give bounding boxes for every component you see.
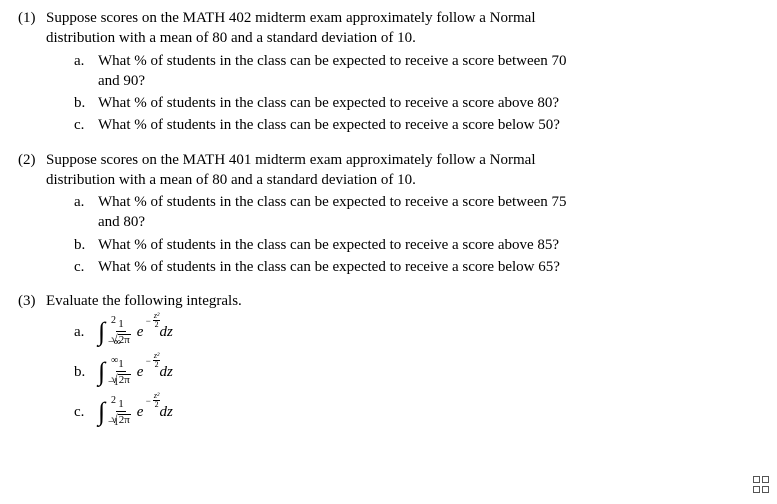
exp-frac-den: 2 [154,361,160,369]
problem-1-intro: (1) Suppose scores on the MATH 402 midte… [18,8,759,49]
math-letter: a. [74,322,98,342]
expand-icon[interactable] [753,476,771,494]
problem-3-intro: (3) Evaluate the following integrals. [18,291,759,311]
exp-frac: z² 2 [153,312,161,329]
sub-item-c: c. What % of students in the class can b… [74,115,759,135]
sub-letter: c. [74,115,98,135]
sub-item-b: b. What % of students in the class can b… [74,235,759,255]
problem-number: (1) [18,8,46,49]
exponential: e − z² 2 [137,322,144,342]
sub-line-2: and 90? [98,71,759,91]
int-upper: 2 [111,396,116,406]
intro-text: Evaluate the following integrals. [46,291,759,311]
sub-line-2: and 80? [98,212,759,232]
intro-line-2: distribution with a mean of 80 and a sta… [46,170,759,190]
integral-icon: ∫ ∞ −1 [98,359,105,385]
exponent: − z² 2 [146,312,163,329]
math-list: a. ∫ 2 −∞ 1 √ 2π e [74,317,759,427]
frac-num: 1 [116,399,126,412]
neg-sign: − [146,395,151,407]
sub-text: What % of students in the class can be e… [98,257,759,277]
sub-text: What % of students in the class can be e… [98,93,759,113]
sub-text: What % of students in the class can be e… [98,51,759,92]
integral-expr: ∫ ∞ −1 1 √ 2π e − [98,359,173,386]
int-lower: −1 [108,418,119,428]
sub-text: What % of students in the class can be e… [98,235,759,255]
frac-num: 1 [116,319,126,332]
intro-line-1: Suppose scores on the MATH 402 midterm e… [46,8,759,28]
sub-list: a. What % of students in the class can b… [74,192,759,277]
e-base: e [137,324,144,340]
e-base: e [137,404,144,420]
sub-letter: a. [74,192,98,233]
neg-sign: − [146,355,151,367]
math-item-c: c. ∫ 2 −1 1 √ 2π e [74,397,759,427]
problem-1: (1) Suppose scores on the MATH 402 midte… [18,8,759,136]
int-upper: ∞ [111,356,118,366]
intro-line-1: Suppose scores on the MATH 401 midterm e… [46,150,759,170]
exp-frac: z² 2 [153,352,161,369]
math-item-a: a. ∫ 2 −∞ 1 √ 2π e [74,317,759,347]
sub-letter: b. [74,235,98,255]
integral-expr: ∫ 2 −∞ 1 √ 2π e − [98,319,173,346]
sub-item-a: a. What % of students in the class can b… [74,51,759,92]
exponent: − z² 2 [146,392,163,409]
problem-number: (2) [18,150,46,191]
sqrt-arg: 2π [118,414,131,426]
int-lower: −1 [108,378,119,388]
intro-text: Suppose scores on the MATH 401 midterm e… [46,150,759,191]
sub-item-b: b. What % of students in the class can b… [74,93,759,113]
sub-line-1: What % of students in the class can be e… [98,51,759,71]
exp-frac-den: 2 [154,321,160,329]
sqrt-arg: 2π [118,374,131,386]
exponential: e − z² 2 [137,362,144,382]
sub-line-1: What % of students in the class can be e… [98,192,759,212]
math-letter: b. [74,362,98,382]
problem-number: (3) [18,291,46,311]
exponential: e − z² 2 [137,402,144,422]
math-item-b: b. ∫ ∞ −1 1 √ 2π e [74,357,759,387]
e-base: e [137,364,144,380]
intro-text: Suppose scores on the MATH 402 midterm e… [46,8,759,49]
problem-3: (3) Evaluate the following integrals. a.… [18,291,759,427]
int-lower: −∞ [108,338,121,348]
int-upper: 2 [111,316,116,326]
exp-frac-den: 2 [154,401,160,409]
math-letter: c. [74,402,98,422]
sub-letter: a. [74,51,98,92]
sub-item-a: a. What % of students in the class can b… [74,192,759,233]
sub-letter: c. [74,257,98,277]
sub-letter: b. [74,93,98,113]
sub-text: What % of students in the class can be e… [98,115,759,135]
integral-expr: ∫ 2 −1 1 √ 2π e − [98,399,173,426]
sub-list: a. What % of students in the class can b… [74,51,759,136]
problem-2-intro: (2) Suppose scores on the MATH 401 midte… [18,150,759,191]
neg-sign: − [146,315,151,327]
problem-2: (2) Suppose scores on the MATH 401 midte… [18,150,759,278]
integral-icon: ∫ 2 −1 [98,399,105,425]
intro-line-2: distribution with a mean of 80 and a sta… [46,28,759,48]
exponent: − z² 2 [146,352,163,369]
integral-icon: ∫ 2 −∞ [98,319,105,345]
sub-text: What % of students in the class can be e… [98,192,759,233]
exp-frac: z² 2 [153,392,161,409]
sub-item-c: c. What % of students in the class can b… [74,257,759,277]
